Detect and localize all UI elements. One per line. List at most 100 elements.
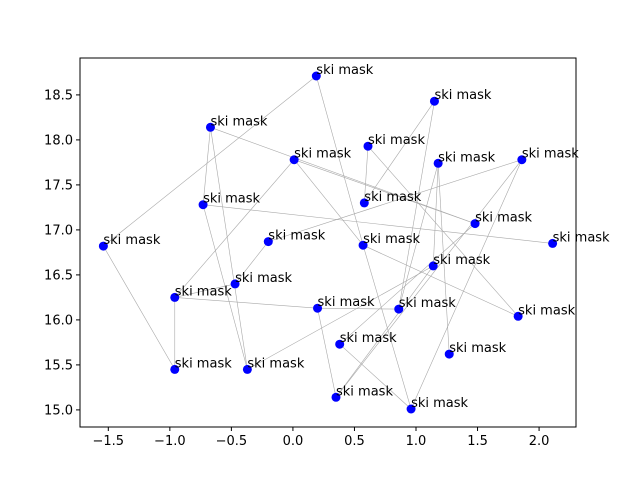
- data-point: [359, 198, 369, 208]
- data-point: [363, 141, 373, 151]
- edge-line: [234, 241, 269, 285]
- edge-line: [317, 307, 399, 310]
- y-tick-label: 16.0: [44, 313, 73, 328]
- edge-line: [210, 127, 248, 370]
- edge-line: [335, 265, 434, 398]
- edge-line: [364, 101, 435, 204]
- point-label: ski mask: [449, 341, 506, 356]
- edge-line: [339, 223, 476, 345]
- point-layer: [98, 71, 558, 414]
- data-point: [548, 238, 558, 248]
- data-point: [444, 349, 454, 359]
- edge-line: [437, 163, 450, 355]
- data-point: [289, 155, 299, 165]
- data-point: [517, 155, 527, 165]
- point-label: ski mask: [336, 384, 393, 399]
- data-point: [263, 237, 273, 247]
- data-point: [358, 240, 368, 250]
- x-tick-label: 1.5: [467, 434, 488, 449]
- point-label: ski mask: [175, 356, 232, 371]
- edge-line: [432, 163, 439, 266]
- point-label: ski mask: [553, 230, 610, 245]
- x-axis: −1.5 −1.0 −0.5 0.0 0.5 1.0 1.5 2.0: [93, 427, 550, 449]
- y-tick-label: 17.0: [44, 223, 73, 238]
- edge-line: [335, 159, 523, 398]
- point-label: ski mask: [103, 233, 160, 248]
- x-tick-label: −1.0: [154, 434, 186, 449]
- x-tick-label: −0.5: [216, 434, 248, 449]
- edge-line: [174, 159, 295, 298]
- y-tick-label: 18.0: [44, 133, 73, 148]
- plot-frame: [79, 57, 577, 428]
- data-point: [394, 304, 404, 314]
- data-point: [429, 96, 439, 106]
- edge-line: [202, 127, 211, 205]
- edge-line: [174, 283, 236, 298]
- data-point: [205, 122, 215, 132]
- point-label: ski mask: [294, 147, 351, 162]
- point-label: ski mask: [433, 253, 490, 268]
- edge-line: [103, 75, 317, 247]
- y-tick-label: 18.5: [44, 88, 73, 103]
- data-point: [470, 219, 480, 229]
- data-point: [313, 303, 323, 313]
- y-tick-label: 15.5: [44, 358, 73, 373]
- edge-line: [339, 343, 412, 410]
- y-axis: 15.0 15.5 16.0 16.5 17.0 17.5 18.0 18.5: [44, 88, 80, 418]
- point-label: ski mask: [363, 232, 420, 247]
- data-point: [513, 311, 523, 321]
- x-tick-label: −1.5: [93, 434, 125, 449]
- data-point: [406, 404, 416, 414]
- edge-line: [364, 146, 369, 203]
- data-point: [428, 261, 438, 271]
- edge-line: [293, 159, 364, 246]
- y-tick-label: 17.5: [44, 178, 73, 193]
- point-label: ski mask: [475, 211, 532, 226]
- data-point: [170, 292, 180, 302]
- point-label: ski mask: [268, 229, 325, 244]
- edge-line: [317, 308, 337, 398]
- data-point: [170, 364, 180, 374]
- point-label: ski mask: [175, 284, 232, 299]
- data-point: [433, 158, 443, 168]
- x-tick-label: 1.0: [406, 434, 427, 449]
- point-label: ski mask: [399, 296, 456, 311]
- edge-layer: [103, 75, 553, 410]
- edge-line: [294, 159, 476, 224]
- edge-line: [316, 75, 364, 246]
- edge-line: [174, 297, 318, 309]
- x-tick-label: 0.0: [283, 434, 304, 449]
- point-label: ski mask: [364, 190, 421, 205]
- data-point: [335, 339, 345, 349]
- y-tick-label: 15.0: [44, 403, 73, 418]
- edge-line: [202, 204, 248, 370]
- edge-line: [103, 245, 176, 370]
- data-point: [98, 241, 108, 251]
- data-point: [198, 200, 208, 210]
- point-label: ski mask: [316, 63, 373, 78]
- point-label: ski mask: [210, 114, 267, 129]
- point-label: ski mask: [235, 271, 292, 286]
- edge-line: [398, 101, 435, 310]
- point-label: ski mask: [518, 303, 575, 318]
- x-tick-label: 0.5: [344, 434, 365, 449]
- edge-line: [362, 245, 412, 410]
- point-label: ski mask: [318, 295, 375, 310]
- edge-line: [247, 265, 434, 370]
- point-label: ski mask: [247, 356, 304, 371]
- edge-line: [398, 163, 439, 310]
- data-point: [230, 279, 240, 289]
- data-point: [331, 392, 341, 402]
- data-point: [242, 364, 252, 374]
- point-label: ski mask: [438, 150, 495, 165]
- edge-line: [203, 204, 553, 244]
- data-point: [311, 71, 321, 81]
- edge-line: [410, 159, 523, 410]
- edge-line: [268, 159, 522, 242]
- point-label: ski mask: [368, 133, 425, 148]
- x-tick-label: 2.0: [529, 434, 550, 449]
- point-label: ski mask: [340, 331, 397, 346]
